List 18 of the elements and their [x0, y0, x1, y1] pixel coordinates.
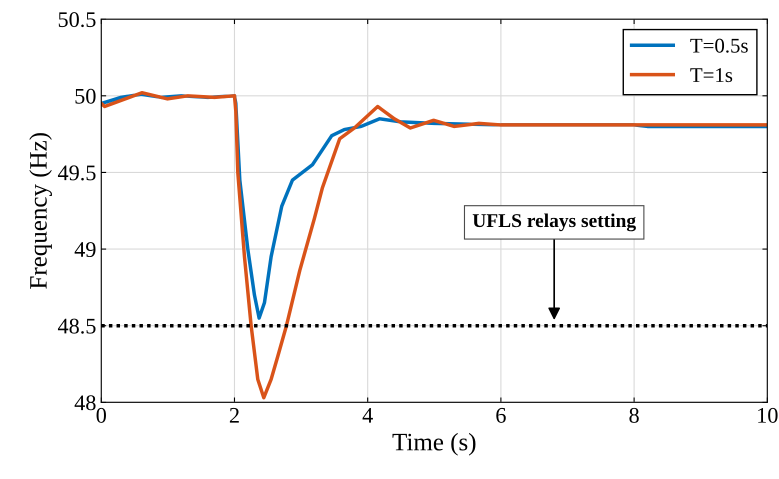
x-tick-label: 2 — [230, 408, 239, 423]
legend-label: T=1s — [690, 68, 732, 82]
line-series — [101, 91, 768, 400]
x-tick-label: 0 — [96, 408, 106, 423]
y-tick-label: 49 — [74, 242, 96, 258]
legend-label: T=0.5s — [690, 38, 748, 53]
x-tick-label: 6 — [496, 408, 506, 423]
x-tick-label: 4 — [362, 408, 373, 423]
x-tick-label: 10 — [758, 408, 778, 423]
y-axis-title: Frequency (Hz) — [29, 133, 52, 289]
x-tick-label: 8 — [629, 408, 639, 423]
y-tick-label: 50.5 — [58, 12, 96, 28]
y-tick-label: 48.5 — [58, 318, 96, 334]
y-tick-label: 50 — [75, 88, 96, 104]
x-axis-title: Time (s) — [392, 432, 476, 456]
y-tick-label: 49.5 — [58, 165, 96, 180]
annotation: UFLS relays setting — [472, 213, 636, 232]
y-tick-label: 48 — [74, 395, 96, 410]
